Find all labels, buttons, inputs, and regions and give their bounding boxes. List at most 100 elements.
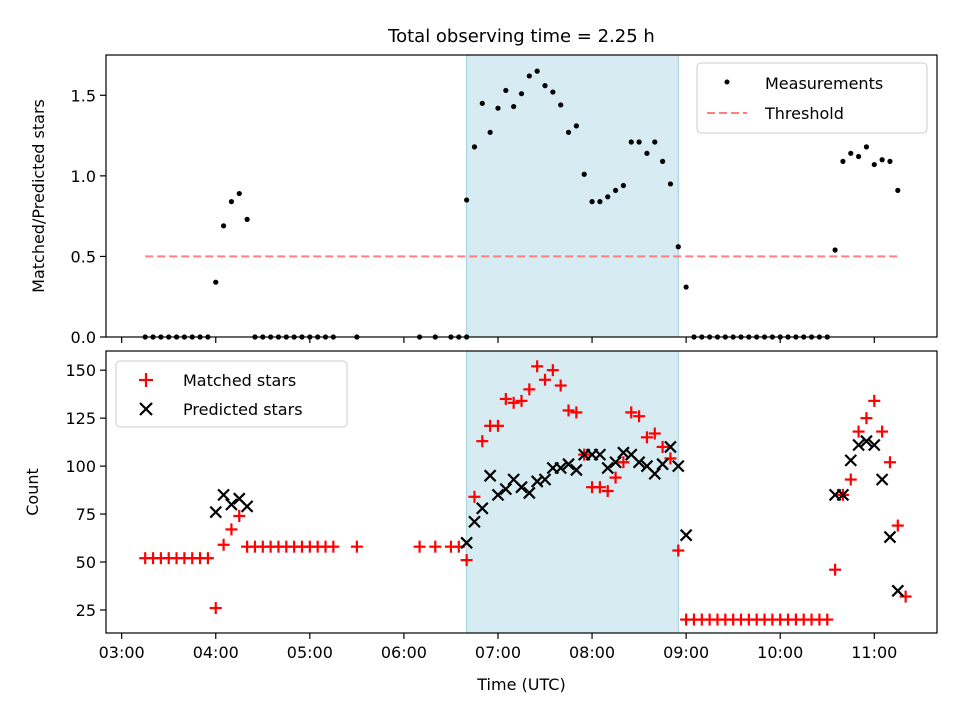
measurement-point: [840, 158, 846, 164]
bottom-axes-frame: [105, 350, 938, 634]
measurement-point: [534, 68, 540, 74]
matched-stars-point: [499, 392, 512, 405]
predicted-stars-point: [499, 482, 513, 496]
matched-stars-point: [640, 431, 653, 444]
bottom-x-axis-label: Time (UTC): [476, 675, 565, 694]
measurement-point: [887, 158, 893, 164]
matched-stars-point: [625, 406, 638, 419]
predicted-stars-point: [601, 461, 615, 475]
predicted-stars-point: [515, 480, 528, 494]
predicted-stars-point: [240, 500, 254, 513]
measurement-point: [228, 199, 235, 205]
matched-stars-point: [539, 373, 552, 386]
measurement-point: [660, 158, 666, 164]
matched-stars-point: [468, 490, 481, 503]
measurement-point: [213, 279, 219, 285]
matched-stars-point: [656, 440, 669, 453]
predicted-stars-point: [554, 461, 567, 475]
legend-measurements-marker: [724, 79, 730, 85]
measurement-point: [644, 150, 650, 156]
measurement-point: [464, 197, 470, 203]
matched-stars-point: [507, 396, 520, 409]
measurement-point: [848, 150, 854, 156]
matched-stars-point: [217, 538, 230, 551]
matched-stars-point: [876, 425, 889, 438]
matched-stars-point: [491, 419, 504, 432]
y-tick-label: 0.0: [71, 328, 96, 347]
bottom-legend-box: [115, 360, 348, 428]
measurement-point: [550, 89, 556, 95]
predicted-stars-point: [891, 584, 905, 598]
measurement-point: [518, 91, 525, 97]
measurement-point: [605, 194, 611, 200]
measurement-point: [628, 139, 634, 145]
matched-stars-point: [633, 410, 646, 423]
measurement-point: [863, 144, 870, 150]
top-legend-box: [696, 62, 928, 134]
matched-stars-point: [593, 481, 606, 494]
matched-stars-point: [476, 435, 489, 448]
predicted-stars-point: [468, 515, 481, 529]
top-y-axis-label: Matched/Predicted stars: [29, 99, 48, 293]
measurement-point: [871, 161, 877, 168]
legend-predicted-label: Predicted stars: [183, 400, 303, 419]
y-tick-label: 50: [76, 553, 96, 572]
matched-stars-point: [515, 394, 528, 407]
matched-stars-point: [860, 412, 873, 425]
predicted-stars-point: [609, 455, 622, 469]
measurement-point: [565, 129, 572, 135]
measurement-point: [236, 190, 242, 197]
measurement-point: [879, 157, 885, 163]
top-marks: [142, 68, 901, 340]
top-y-ticks: 0.0 0.5 1.0 1.5: [71, 86, 106, 347]
measurement-point: [542, 83, 548, 89]
measurement-point: [683, 284, 689, 290]
predicted-stars-point: [883, 530, 897, 544]
x-tick-label: 05:00: [287, 643, 333, 662]
measurement-point: [667, 181, 674, 187]
x-tick-label: 10:00: [757, 643, 803, 662]
top-axes-frame: [105, 54, 938, 338]
measurement-point: [487, 129, 493, 135]
bottom-legend: Matched stars Predicted stars: [115, 360, 348, 428]
top-chart-title: Total observing time = 2.25 h: [387, 26, 655, 47]
bottom-marks: [139, 360, 912, 626]
matched-stars-point: [523, 383, 536, 396]
matched-stars-point: [460, 554, 473, 567]
matched-stars-point: [546, 364, 559, 377]
measurement-point: [856, 153, 862, 160]
predicted-stars-point: [217, 488, 230, 502]
predicted-stars-point: [632, 455, 646, 469]
matched-stars-point: [429, 540, 442, 553]
y-tick-label: 0.5: [71, 247, 96, 266]
top-shaded-interval: [466, 54, 679, 338]
predicted-stars-point: [570, 463, 583, 477]
matched-stars-point: [209, 602, 222, 615]
legend-matched-marker: [139, 373, 153, 387]
matched-stars-point: [648, 427, 661, 440]
matched-stars-point: [562, 404, 575, 417]
bottom-y-axis-label: Count: [23, 468, 42, 516]
measurement-point: [589, 199, 595, 205]
bottom-x-ticks: 03:00 04:00 05:00 06:00 07:00 08:00 09:00 10:00…: [99, 633, 897, 662]
y-tick-label: 1.5: [71, 86, 96, 105]
measurement-point: [612, 187, 619, 193]
measurement-point: [581, 171, 587, 177]
predicted-stars-point: [656, 457, 669, 471]
top-legend: Measurements Threshold: [696, 62, 928, 134]
y-tick-label: 1.0: [71, 167, 96, 186]
matched-stars-point: [891, 519, 904, 532]
measurement-point: [479, 100, 485, 106]
matched-stars-point: [601, 485, 614, 498]
measurement-point: [495, 105, 501, 111]
predicted-stars-point: [875, 473, 889, 486]
predicted-stars-point: [852, 438, 865, 452]
measurement-point: [471, 144, 478, 150]
matched-stars-point: [899, 590, 912, 603]
predicted-stars-point: [491, 488, 505, 502]
matched-stars-point: [570, 406, 583, 419]
legend-threshold-label: Threshold: [764, 104, 844, 123]
matched-stars-point: [868, 394, 881, 407]
matched-stars-point: [821, 613, 834, 626]
predicted-stars-point: [860, 434, 873, 448]
